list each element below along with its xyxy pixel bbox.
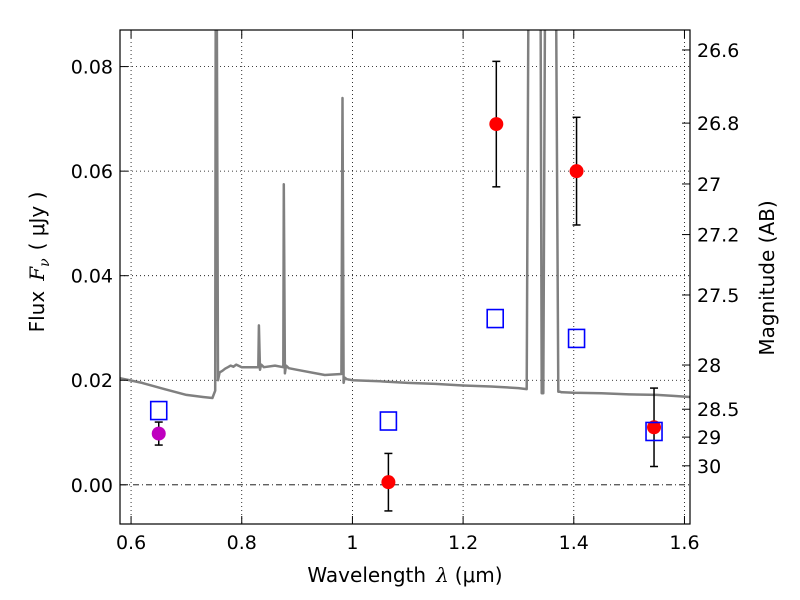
mag-tick-label: 26.8 [697,113,739,135]
model-point [379,411,398,431]
x-tick-label: 0.6 [116,532,146,554]
mag-tick-label: 27 [697,174,721,196]
data-point [489,117,504,132]
x-axis-unit: (μm) [455,563,503,587]
data-point [381,475,396,490]
x-tick-label: 1.4 [559,532,589,554]
x-tick-label: 1.6 [669,532,699,554]
x-tick-label: 1.2 [448,532,478,554]
data-point [647,420,662,435]
y-axis-title: Flux Fν ( μJy ) [25,192,53,333]
mag-tick-label: 27.2 [697,225,739,247]
grid-lines [120,30,690,524]
model-point [149,400,168,421]
x-tick-label: 1 [346,532,358,554]
model-spectrum-line [120,30,690,400]
x-tick-label: 0.8 [227,532,257,554]
mag-tick-label: 30 [697,456,721,478]
data-point [569,164,584,179]
y-tick-label: 0.08 [71,57,113,79]
model-point [567,328,586,349]
y-tick-label: 0.04 [71,266,113,288]
y2-axis-title: Magnitude (AB) [755,200,779,355]
y-tick-label: 0.00 [71,475,113,497]
model-point [645,421,663,442]
mag-tick-label: 27.5 [697,285,739,307]
x-axis-title: Wavelength λ (μm) [307,563,502,587]
y-axis-label: Flux [25,291,49,333]
model-point [486,308,505,329]
mag-tick-label: 26.6 [697,40,739,62]
plot-frame [119,29,691,525]
mag-tick-label: 28 [697,355,721,377]
data-point [151,426,166,441]
plot-area [120,30,690,524]
mag-tick-label: 28.5 [697,399,739,421]
mag-tick-label: 29 [697,427,721,449]
y-axis-subscript: ν [37,258,53,267]
y-tick-label: 0.02 [71,370,113,392]
x-axis-label: Wavelength [307,563,426,587]
y-axis-symbol: F [25,266,49,282]
axis-ticks: 0.6 0.8 1 1.2 1.4 1.6 0.00 0.02 0.04 0.06 0.08 26.6… [71,30,739,554]
x-axis-symbol: λ [435,563,449,587]
data-layer [120,30,690,512]
y-tick-label: 0.06 [71,161,113,183]
y-axis-unit: ( μJy ) [25,192,49,251]
